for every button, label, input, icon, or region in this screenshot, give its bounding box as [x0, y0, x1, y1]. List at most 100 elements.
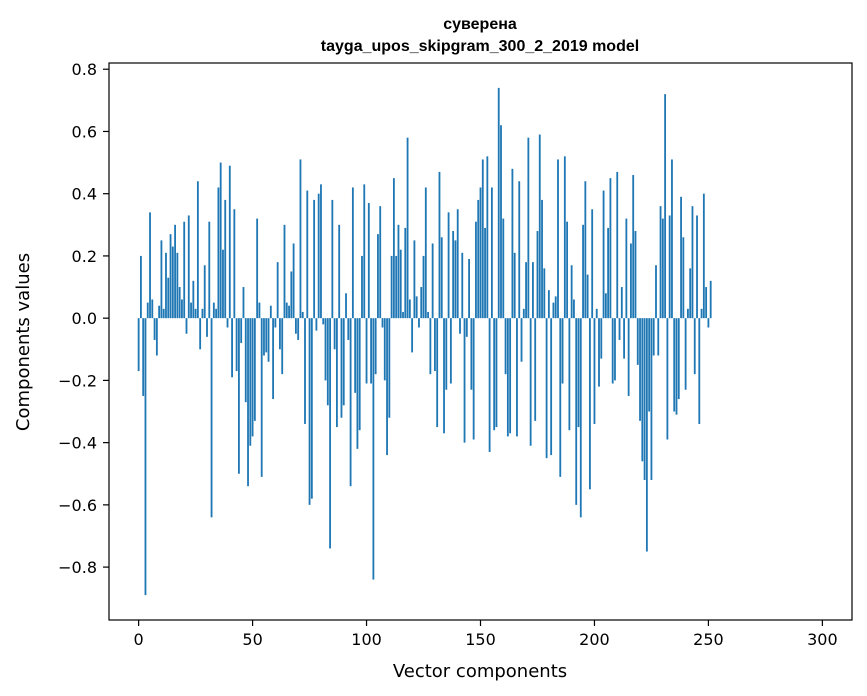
bar-153 [486, 156, 489, 319]
bar-129 [431, 243, 434, 319]
bar-107 [381, 318, 384, 328]
bar-242 [689, 268, 692, 319]
bar-84 [329, 318, 331, 549]
bar-178 [543, 268, 546, 319]
bar-114 [397, 224, 400, 319]
y-tick-label: 0.8 [72, 60, 97, 79]
bar-210 [616, 171, 619, 319]
bar-196 [584, 181, 587, 319]
bar-155 [490, 187, 493, 319]
bar-62 [279, 318, 281, 350]
bar-147 [472, 318, 475, 440]
bar-174 [534, 318, 537, 421]
bar-203 [600, 318, 603, 359]
bar-162 [506, 318, 509, 437]
bar-185 [559, 318, 562, 477]
bar-40 [228, 165, 231, 319]
bar-244 [693, 318, 696, 375]
bar-130 [434, 318, 436, 372]
bar-77 [313, 199, 316, 319]
bar-137 [449, 318, 452, 384]
bar-250 [707, 318, 710, 328]
bar-150 [479, 187, 482, 319]
bar-186 [561, 318, 564, 384]
bar-10 [160, 240, 163, 319]
bar-88 [338, 224, 341, 319]
bar-218 [634, 231, 637, 319]
bar-4 [146, 302, 149, 319]
bar-71 [299, 159, 302, 319]
bar-189 [568, 318, 571, 431]
bar-13 [167, 277, 170, 319]
bar-122 [415, 296, 418, 319]
bar-127 [427, 311, 429, 319]
bar-25 [194, 308, 197, 319]
bar-230 [661, 218, 664, 319]
bar-142 [461, 252, 464, 319]
bar-41 [231, 318, 233, 378]
bar-166 [516, 318, 518, 437]
bar-197 [586, 274, 589, 319]
bar-97 [358, 318, 361, 431]
bar-209 [614, 318, 616, 381]
bar-146 [470, 318, 473, 390]
bar-87 [336, 318, 338, 428]
bar-72 [301, 311, 304, 319]
bar-227 [655, 265, 657, 319]
bar-79 [317, 193, 320, 319]
bar-247 [700, 308, 703, 319]
bar-151 [481, 159, 484, 319]
bar-99 [363, 184, 366, 319]
bar-204 [602, 190, 605, 319]
bar-2 [142, 318, 145, 396]
bar-80 [320, 184, 322, 319]
bar-5 [149, 212, 151, 319]
bar-90 [342, 318, 345, 406]
bar-9 [158, 305, 161, 319]
bar-19 [181, 299, 183, 319]
bar-16 [174, 224, 176, 319]
bar-33 [212, 302, 215, 319]
bar-201 [595, 308, 598, 319]
bar-55 [263, 318, 265, 356]
bar-18 [178, 287, 181, 319]
bar-109 [386, 318, 388, 456]
bar-113 [395, 255, 398, 319]
bar-57 [267, 318, 270, 362]
bar-125 [422, 255, 425, 319]
bar-249 [705, 287, 708, 319]
bar-103 [372, 318, 375, 580]
bar-207 [609, 178, 612, 319]
bar-48 [247, 318, 249, 487]
bar-140 [456, 209, 459, 319]
bar-202 [598, 318, 600, 387]
bar-116 [402, 311, 404, 319]
chart-title-line1: суверена [443, 16, 517, 33]
bar-112 [392, 178, 395, 319]
bar-193 [577, 318, 580, 428]
bar-31 [208, 221, 211, 319]
bar-63 [281, 318, 284, 375]
bar-190 [570, 265, 573, 319]
bar-223 [645, 318, 648, 552]
bar-133 [440, 237, 443, 319]
bar-128 [429, 318, 432, 375]
bar-184 [557, 159, 559, 319]
bar-39 [226, 318, 229, 328]
bar-53 [258, 302, 261, 319]
bar-224 [648, 318, 651, 412]
bar-179 [545, 318, 548, 459]
bar-96 [356, 318, 359, 449]
bar-43 [235, 318, 238, 372]
bar-157 [495, 318, 498, 428]
bar-243 [691, 206, 694, 319]
bar-68 [292, 243, 295, 319]
bar-212 [620, 287, 623, 319]
bar-235 [673, 318, 676, 412]
bar-173 [532, 262, 534, 319]
bar-175 [536, 231, 539, 319]
bar-215 [627, 318, 630, 396]
bar-138 [452, 231, 455, 319]
bar-211 [618, 318, 621, 340]
